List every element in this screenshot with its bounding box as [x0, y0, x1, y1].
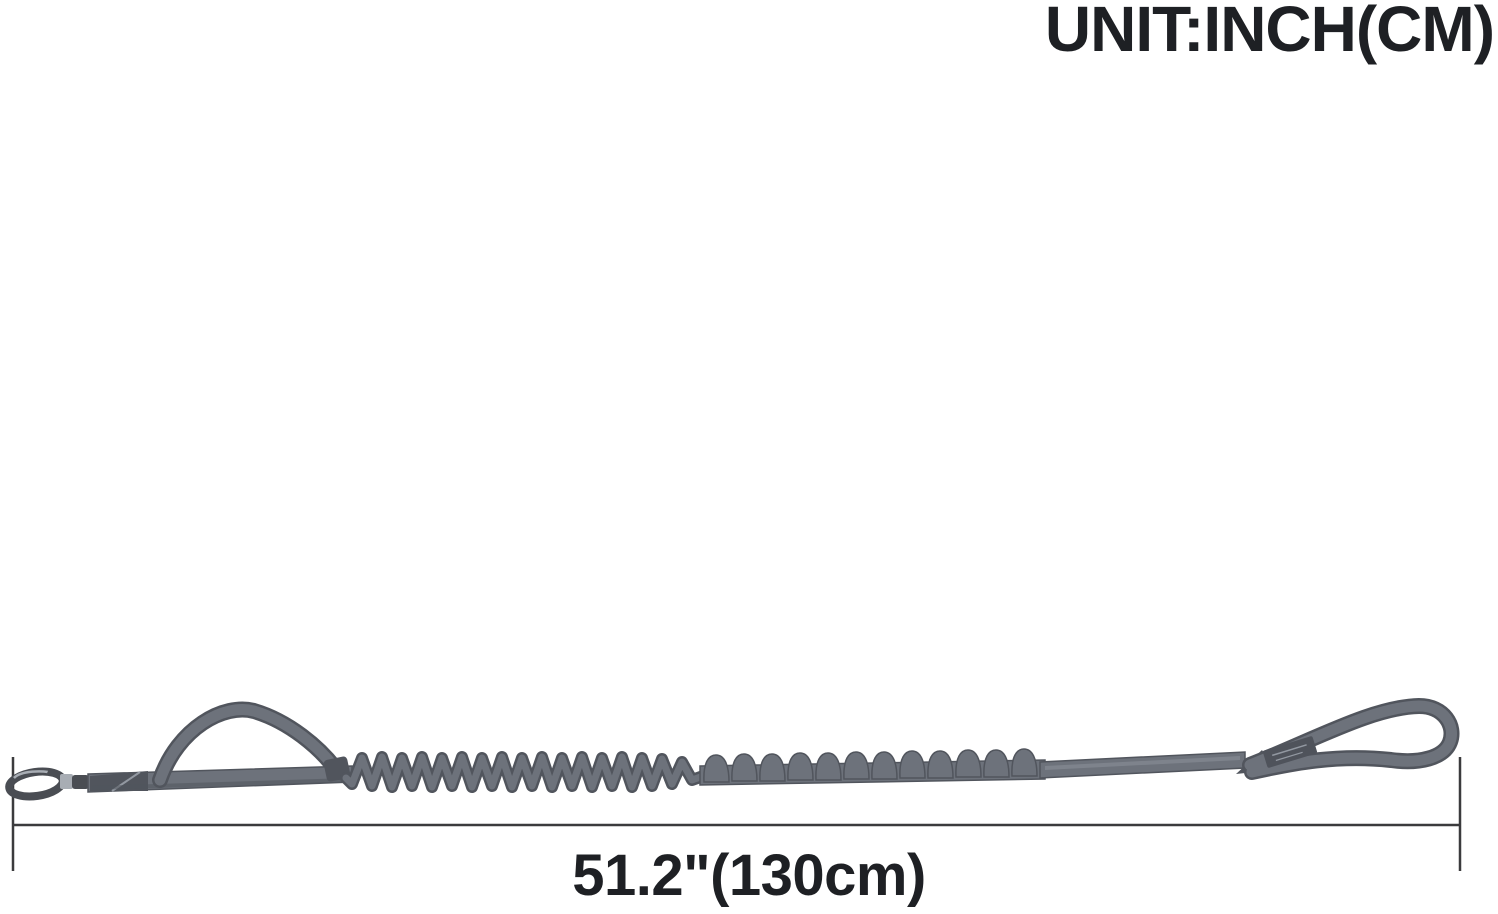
flat-webbing [1039, 751, 1246, 779]
unit-label: UNIT:INCH(CM) [1044, 0, 1495, 65]
left-strap [87, 765, 353, 793]
patch-text-line [1275, 751, 1303, 762]
bungee-coil-section [340, 751, 712, 793]
webbing-texture-stripe [1045, 756, 1240, 770]
pleat-bumps [703, 748, 1038, 783]
swivel-collar [60, 774, 73, 789]
hook-latch [47, 768, 63, 780]
label-patch [1263, 736, 1317, 768]
swivel-eye [72, 775, 89, 789]
patch-text-line [1271, 744, 1307, 757]
snap-hook [5, 767, 89, 801]
traffic-handle-loop [152, 701, 346, 788]
pleated-bungee-section [699, 748, 1046, 786]
length-dimension-label: 51.2"(130cm) [572, 843, 926, 908]
main-handle-loop [1242, 697, 1460, 780]
